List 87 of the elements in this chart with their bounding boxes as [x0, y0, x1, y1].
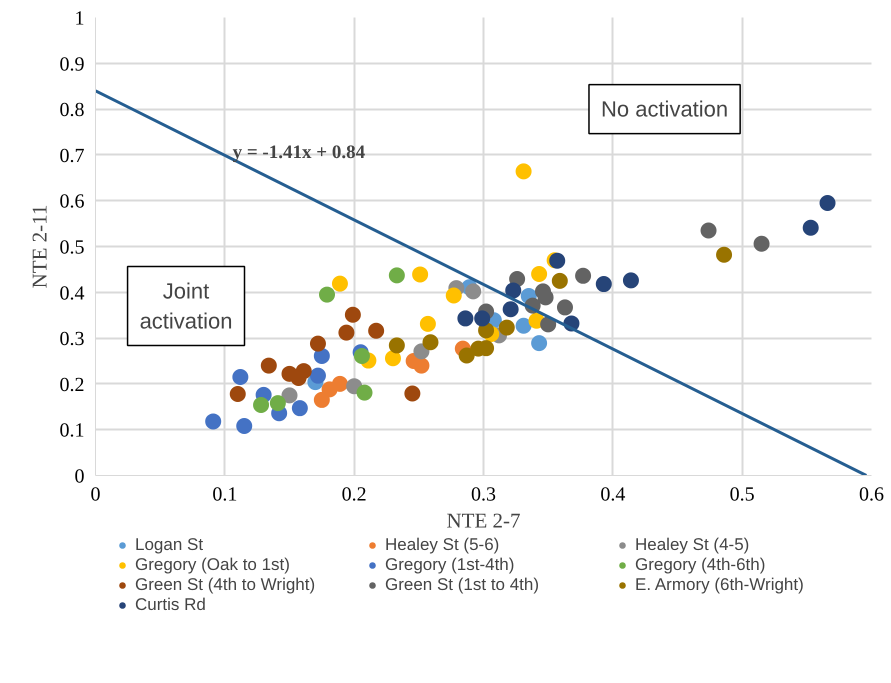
legend-label: Gregory (Oak to 1st) [135, 555, 291, 575]
point [310, 368, 326, 384]
point [412, 266, 428, 282]
annotation: y = -1.41x + 0.84 [232, 142, 366, 164]
point [310, 336, 326, 352]
legend-label: E. Armory (6th-Wright) [635, 575, 805, 595]
point [700, 222, 717, 238]
y-axis-title: NTE 2-11 [28, 204, 52, 288]
annotation: No activation [600, 96, 728, 122]
point [531, 335, 548, 352]
point [575, 268, 592, 284]
y-tick-label: 0.2 [60, 374, 84, 396]
point [540, 316, 556, 332]
point [457, 310, 474, 326]
point [754, 236, 770, 252]
point [413, 358, 430, 374]
point [260, 358, 277, 374]
point [384, 350, 401, 366]
x-tick-label: 0.4 [600, 484, 626, 506]
point [236, 418, 252, 434]
y-tick-label: 0.1 [60, 420, 84, 442]
point [332, 276, 348, 292]
y-tick-label: 0.6 [60, 190, 84, 213]
point [292, 400, 308, 416]
point [404, 386, 420, 402]
point [465, 283, 482, 300]
legend-label: Curtis Rd [135, 595, 207, 615]
x-tick-label: 0.1 [212, 484, 238, 506]
point [556, 299, 573, 316]
y-tick-label: 0.9 [60, 53, 84, 76]
legend-label: Healey St (4-5) [635, 535, 750, 555]
point [314, 392, 330, 408]
point [502, 301, 519, 318]
point [388, 337, 405, 354]
point [516, 318, 532, 334]
legend-label: Green St (1st to 4th) [385, 575, 540, 595]
point [296, 363, 312, 380]
x-tick-label: 0.3 [471, 484, 496, 506]
point [716, 246, 732, 263]
y-tick-label: 0.5 [60, 236, 84, 258]
legend-label: Green St (4th to Wright) [135, 575, 316, 595]
point [282, 387, 298, 404]
point [368, 322, 384, 339]
y-tick-label: 0.7 [60, 144, 84, 167]
point [516, 163, 532, 180]
y-tick-label: 0.3 [60, 328, 84, 350]
point [205, 413, 222, 430]
point [270, 395, 286, 412]
y-tick-label: 0.4 [60, 282, 84, 304]
point [319, 286, 336, 303]
point [422, 334, 438, 350]
point [420, 316, 436, 332]
point [531, 266, 548, 282]
point [344, 306, 361, 323]
point [230, 386, 246, 402]
point [474, 310, 490, 326]
point [446, 288, 462, 304]
x-tick-label: 0.2 [342, 484, 367, 506]
point [458, 348, 475, 364]
point [622, 272, 639, 288]
legend-label: Healey St (5-6) [385, 535, 500, 555]
point [338, 324, 354, 341]
annotation: Joint activation [140, 278, 233, 334]
y-tick-label: 0.8 [60, 99, 84, 122]
point [253, 396, 270, 413]
point [802, 220, 819, 236]
point [314, 348, 330, 364]
point [596, 276, 612, 292]
point [498, 320, 515, 336]
legend-label: Gregory (4th-6th) [635, 555, 766, 575]
legend-label: Gregory (1st-4th) [385, 555, 516, 575]
point [820, 195, 836, 211]
x-tick-label: 0.6 [859, 484, 884, 506]
legend-label: Logan St [135, 535, 204, 555]
point [354, 348, 370, 364]
y-tick-label: 0 [74, 466, 84, 488]
point [552, 272, 568, 289]
x-tick-label: 0 [90, 484, 100, 506]
point [413, 343, 430, 360]
point [232, 369, 248, 386]
y-tick-label: 1 [74, 8, 84, 30]
point [388, 267, 405, 284]
point [332, 376, 348, 392]
point [505, 282, 522, 298]
point [356, 384, 373, 401]
x-tick-label: 0.5 [730, 484, 755, 506]
x-axis-title: NTE 2-7 [446, 508, 521, 532]
